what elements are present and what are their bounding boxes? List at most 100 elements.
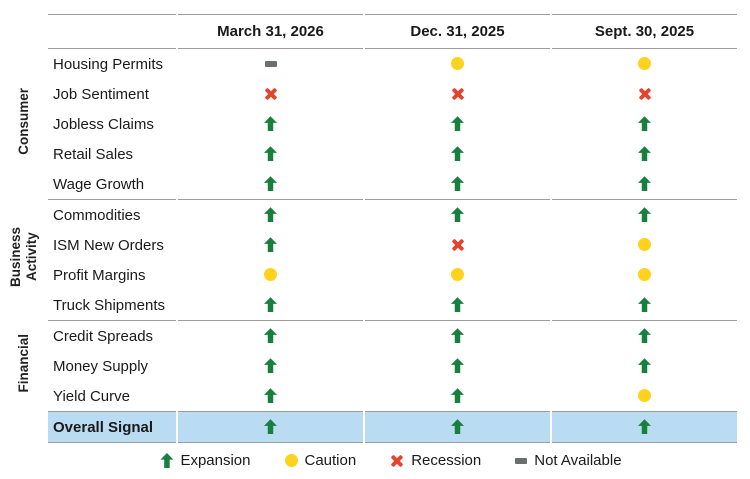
status-icon [451,146,464,162]
row-label: Jobless Claims [53,115,154,133]
group-gutter-spacer [2,14,46,49]
status-cell [178,381,363,411]
status-cell [178,79,363,109]
header-label-spacer [48,14,176,49]
status-icon [638,328,651,344]
table-row: Profit Margins [2,260,737,290]
status-cell [552,230,737,260]
status-icon [451,238,465,252]
table-row: Consumer Housing Permits [2,49,737,155]
status-cell [178,169,363,199]
status-icon [451,388,464,404]
legend-item-caution: Caution [284,452,357,469]
row-label: Yield Curve [53,387,130,405]
row-label: Commodities [48,199,176,230]
status-cell [365,351,550,381]
table-row: Business Activity Commodities [2,199,737,287]
status-icon [451,207,464,223]
status-cell [552,169,737,199]
status-cell [178,49,363,79]
legend-label: Caution [304,452,357,469]
economic-signals-figure: March 31, 2026 Dec. 31, 2025 Sept. 30, 2… [0,0,750,469]
table-row: Truck Shipments [2,290,737,320]
status-cell [178,109,363,139]
status-icon [264,176,277,192]
header-row: March 31, 2026 Dec. 31, 2025 Sept. 30, 2… [2,14,737,49]
group-label-text: Business Activity [7,226,39,288]
group-label-consumer: Consumer [2,49,46,199]
row-label: Truck Shipments [53,296,165,314]
status-cell [552,411,737,443]
status-icon [451,176,464,192]
table-row: Retail Sales [2,139,737,169]
overall-signal-label: Overall Signal [48,411,176,443]
status-cell [178,290,363,320]
status-cell [552,320,737,351]
status-icon [264,60,277,67]
status-cell [552,199,737,230]
status-cell [365,260,550,290]
legend-item-not-available: Not Available [515,452,622,469]
status-icon [451,358,464,374]
status-icon [264,207,277,223]
status-cell [365,320,550,351]
status-cell [365,411,550,443]
status-cell [178,139,363,169]
row-label: Retail Sales [53,145,134,163]
status-cell [365,79,550,109]
group-label-financial: Financial [2,320,46,411]
status-icon [264,237,277,253]
status-icon [264,146,277,162]
status-icon [638,146,651,162]
row-label: Money Supply [53,357,149,375]
status-cell [178,260,363,290]
group-label-business-activity: Business Activity [2,199,46,320]
legend-label: Not Available [534,452,622,469]
status-icon [638,116,651,132]
indicator-table: March 31, 2026 Dec. 31, 2025 Sept. 30, 2… [0,14,739,443]
status-icon [264,268,277,282]
status-icon [264,116,277,132]
status-cell [552,79,737,109]
status-cell [365,49,550,79]
status-cell [552,351,737,381]
status-cell [365,290,550,320]
status-icon [451,57,464,71]
status-icon [638,57,651,71]
status-icon [451,328,464,344]
status-icon [638,297,651,313]
column-header: Sept. 30, 2025 [552,14,737,49]
table-row: Financial Credit Spreads [2,320,737,392]
row-label: Credit Spreads [48,320,176,351]
legend-label: Expansion [180,452,251,469]
legend-item-expansion: Expansion [160,452,251,469]
row-label: ISM New Orders [53,236,164,254]
legend: Expansion Caution Recession Not Availabl… [46,452,736,469]
group-label-text: Consumer [15,88,31,155]
status-cell [178,230,363,260]
status-cell [552,260,737,290]
status-icon [264,388,277,404]
status-cell [552,109,737,139]
status-cell [178,411,363,443]
table-row: Wage Growth [2,169,737,199]
status-icon [264,358,277,374]
expansion-arrow-icon [160,453,174,468]
status-icon [451,87,465,101]
status-icon [638,419,651,435]
row-label: Profit Margins [53,266,146,284]
row-label: Wage Growth [53,175,145,193]
status-cell [552,290,737,320]
status-cell [365,199,550,230]
table-row: Job Sentiment [2,79,737,109]
table-row: Money Supply [2,351,737,381]
status-cell [178,199,363,230]
status-cell [365,139,550,169]
status-cell [365,230,550,260]
status-icon [264,419,277,435]
table-row: ISM New Orders [2,230,737,260]
column-header: Dec. 31, 2025 [365,14,550,49]
status-cell [552,139,737,169]
status-icon [638,87,652,101]
status-cell [178,320,363,351]
